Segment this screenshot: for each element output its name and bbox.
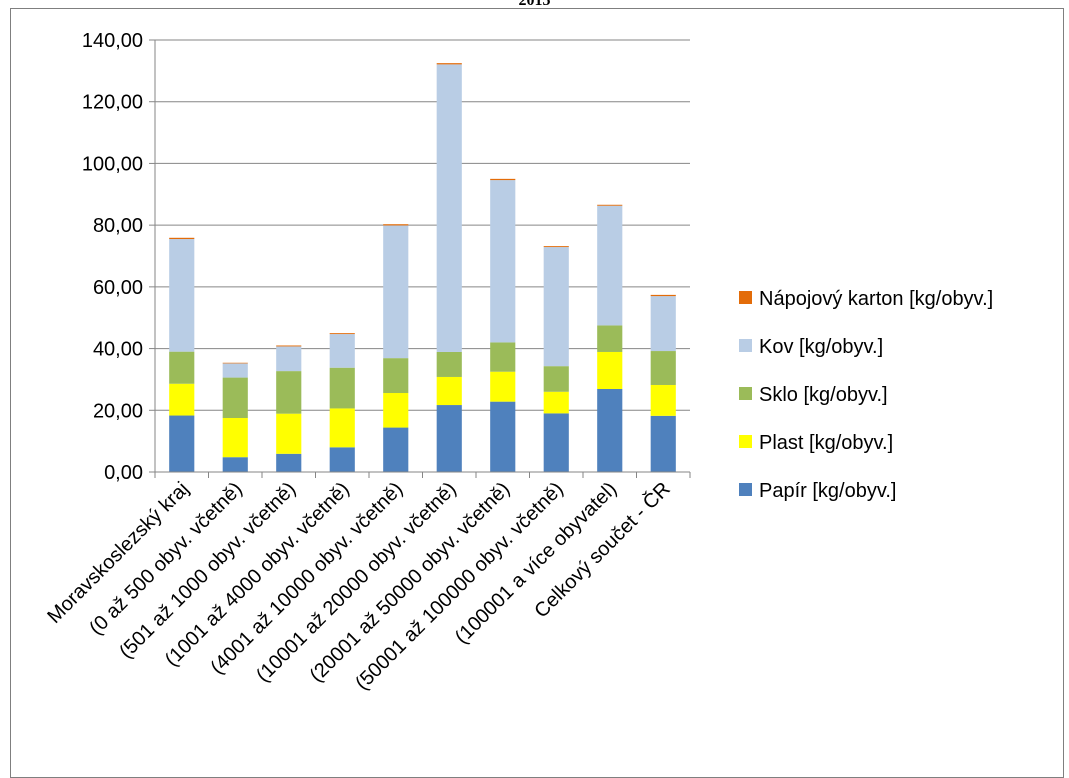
bar-segment bbox=[169, 415, 195, 472]
bar-segment bbox=[650, 351, 676, 385]
bar-segment bbox=[329, 333, 355, 335]
bar-segment bbox=[169, 383, 195, 416]
bar-segment bbox=[383, 393, 409, 428]
y-tick-label: 140,00 bbox=[82, 30, 143, 52]
legend-swatch bbox=[739, 387, 752, 400]
axes bbox=[149, 39, 691, 478]
bar-segment bbox=[490, 401, 516, 472]
y-tick-label: 60,00 bbox=[93, 277, 143, 299]
bar-segment bbox=[490, 178, 516, 181]
bar-segment bbox=[169, 237, 195, 240]
y-tick-label: 20,00 bbox=[93, 400, 143, 422]
bar-segment bbox=[543, 413, 569, 472]
bar-segment bbox=[383, 358, 409, 394]
bar-segment bbox=[383, 224, 409, 226]
bar-segment bbox=[329, 367, 355, 409]
bar-segment bbox=[650, 384, 676, 416]
legend-label: Plast [kg/obyv.] bbox=[759, 432, 893, 454]
bar-segment bbox=[597, 388, 623, 472]
bar-segment bbox=[436, 351, 462, 377]
chart-caption: 2015 bbox=[518, 0, 551, 9]
bar-segment bbox=[597, 204, 623, 206]
bar-segment bbox=[650, 296, 676, 352]
bar-segment bbox=[222, 377, 248, 418]
bar-segment bbox=[543, 246, 569, 248]
y-tick-label: 40,00 bbox=[93, 339, 143, 361]
bar-segment bbox=[222, 363, 248, 378]
bar-segment bbox=[543, 391, 569, 414]
bar-segment bbox=[329, 408, 355, 448]
legend-swatch bbox=[739, 339, 752, 352]
legend-label: Nápojový karton [kg/obyv.] bbox=[759, 288, 993, 310]
bar-segment bbox=[222, 418, 248, 458]
bar-segment bbox=[276, 345, 302, 347]
bar-segment bbox=[597, 205, 623, 326]
bar-segment bbox=[436, 376, 462, 406]
bars bbox=[169, 63, 676, 472]
y-tick-label: 120,00 bbox=[82, 92, 143, 114]
legend-label: Papír [kg/obyv.] bbox=[759, 480, 896, 502]
legend-swatch bbox=[739, 483, 752, 496]
legend: Nápojový karton [kg/obyv.] Kov [kg/obyv.]… bbox=[739, 288, 993, 502]
bar-segment bbox=[169, 239, 195, 352]
bar-segment bbox=[650, 415, 676, 472]
bar-segment bbox=[436, 63, 462, 65]
y-tick-label: 0,00 bbox=[104, 462, 143, 484]
legend-label: Sklo [kg/obyv.] bbox=[759, 384, 888, 406]
bar-segment bbox=[543, 366, 569, 392]
bar-segment bbox=[597, 325, 623, 352]
y-tick-label: 80,00 bbox=[93, 215, 143, 237]
bar-segment bbox=[490, 180, 516, 343]
bar-segment bbox=[329, 447, 355, 472]
bar-segment bbox=[543, 247, 569, 367]
bar-segment bbox=[222, 457, 248, 472]
bar-segment bbox=[383, 427, 409, 472]
bar-segment bbox=[276, 346, 302, 372]
bar-segment bbox=[222, 362, 248, 364]
bar-segment bbox=[490, 371, 516, 402]
bar-segment bbox=[169, 351, 195, 384]
bar-segment bbox=[329, 334, 355, 368]
bar-segment bbox=[597, 351, 623, 389]
bar-segment bbox=[276, 371, 302, 414]
bar-segment bbox=[490, 342, 516, 372]
bar-segment bbox=[383, 225, 409, 359]
x-tick-labels: Moravskoslezský kraj(0 až 500 obyv. včet… bbox=[43, 477, 674, 694]
legend-swatch bbox=[739, 435, 752, 448]
bar-segment bbox=[436, 64, 462, 352]
y-tick-label: 100,00 bbox=[82, 153, 143, 175]
legend-label: Kov [kg/obyv.] bbox=[759, 336, 883, 358]
bar-segment bbox=[436, 405, 462, 472]
legend-swatch bbox=[739, 291, 752, 304]
y-tick-labels: 0,00 20,00 40,00 60,00 80,00 100,00 120,00 140,… bbox=[82, 30, 143, 484]
bar-segment bbox=[276, 413, 302, 454]
bar-segment bbox=[650, 294, 676, 297]
bar-segment bbox=[276, 453, 302, 472]
